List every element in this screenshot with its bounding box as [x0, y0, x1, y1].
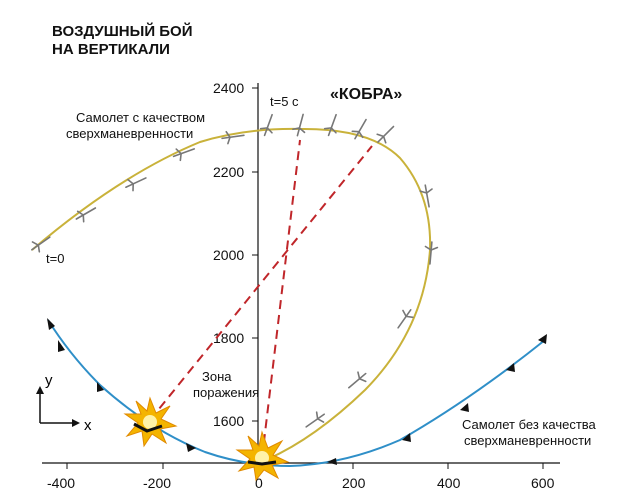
triangle-marker-icon [97, 382, 104, 392]
jet-silhouette-icon [376, 125, 395, 144]
y-tick-label: 2200 [213, 164, 244, 180]
x-tick-label: 200 [342, 475, 366, 491]
super-plane-aircraft [31, 113, 439, 428]
legend-x-label: x [84, 417, 92, 434]
jet-silhouette-icon [221, 130, 245, 145]
explosion-bottom [235, 430, 290, 482]
arrowhead-right-icon [72, 419, 80, 427]
kobra-label: «КОБРА» [330, 86, 402, 103]
title-line-2: НА ВЕРТИКАЛИ [52, 41, 170, 58]
jet-silhouette-icon [348, 371, 367, 389]
y-tick-label: 1600 [213, 413, 244, 429]
hit-aircraft-icon [247, 460, 277, 466]
axes: -400 -200 0 200 400 600 1600 1800 2000 2… [42, 80, 560, 491]
jet-silhouette-icon [323, 113, 337, 137]
zone-label-line-1: Зона [202, 369, 232, 384]
triangle-marker-icon [47, 318, 55, 330]
attack-lines [149, 139, 373, 459]
normal-plane-label-line-1: Самолет без качества [462, 417, 597, 432]
legend-y-label: y [45, 372, 53, 389]
jet-silhouette-icon [292, 113, 306, 137]
jet-silhouette-icon [424, 241, 439, 265]
triangle-marker-icon [538, 334, 547, 344]
arrowhead-up-icon [36, 386, 44, 394]
t-five-label: t=5 с [270, 94, 299, 109]
jet-silhouette-icon [419, 184, 433, 208]
jet-silhouette-icon [125, 177, 147, 192]
title-line-1: ВОЗДУШНЫЙ БОЙ [52, 22, 193, 40]
jet-silhouette-icon [351, 118, 367, 140]
axis-legend: y x [36, 372, 92, 434]
jet-silhouette-icon [172, 148, 196, 162]
y-tick-label: 2400 [213, 80, 244, 96]
super-plane-label-line-1: Самолет с качеством [76, 110, 205, 125]
jet-silhouette-icon [31, 236, 51, 253]
normal-plane-label-line-2: сверхманевренности [464, 433, 591, 448]
triangle-marker-icon [460, 403, 469, 412]
super-plane-label-line-2: сверхманевренности [66, 126, 193, 141]
explosion-left [123, 396, 178, 448]
hit-aircraft-icon [133, 422, 163, 433]
x-tick-label: 600 [531, 475, 555, 491]
jet-silhouette-icon [397, 309, 414, 329]
y-tick-label: 2000 [213, 247, 244, 263]
triangle-marker-icon [58, 340, 65, 352]
attack-line-to-left-target [149, 145, 373, 421]
triangle-marker-icon [402, 433, 411, 442]
x-tick-label: -400 [47, 475, 75, 491]
jet-silhouette-icon [75, 207, 97, 223]
jet-silhouette-icon [305, 411, 325, 428]
t-start-label: t=0 [46, 251, 64, 266]
explosion-core [143, 415, 157, 429]
triangle-marker-icon [327, 458, 337, 465]
attack-line-to-bottom-target [261, 139, 301, 459]
normal-plane-markers [47, 318, 547, 465]
jet-silhouette-icon [259, 113, 273, 137]
triangle-marker-icon [506, 363, 515, 372]
x-tick-label: 400 [437, 475, 461, 491]
explosion-core [255, 451, 269, 465]
x-tick-label: -200 [143, 475, 171, 491]
zone-label-line-2: поражения [193, 385, 259, 400]
triangle-marker-icon [186, 443, 196, 452]
x-tick-label: 0 [255, 475, 263, 491]
